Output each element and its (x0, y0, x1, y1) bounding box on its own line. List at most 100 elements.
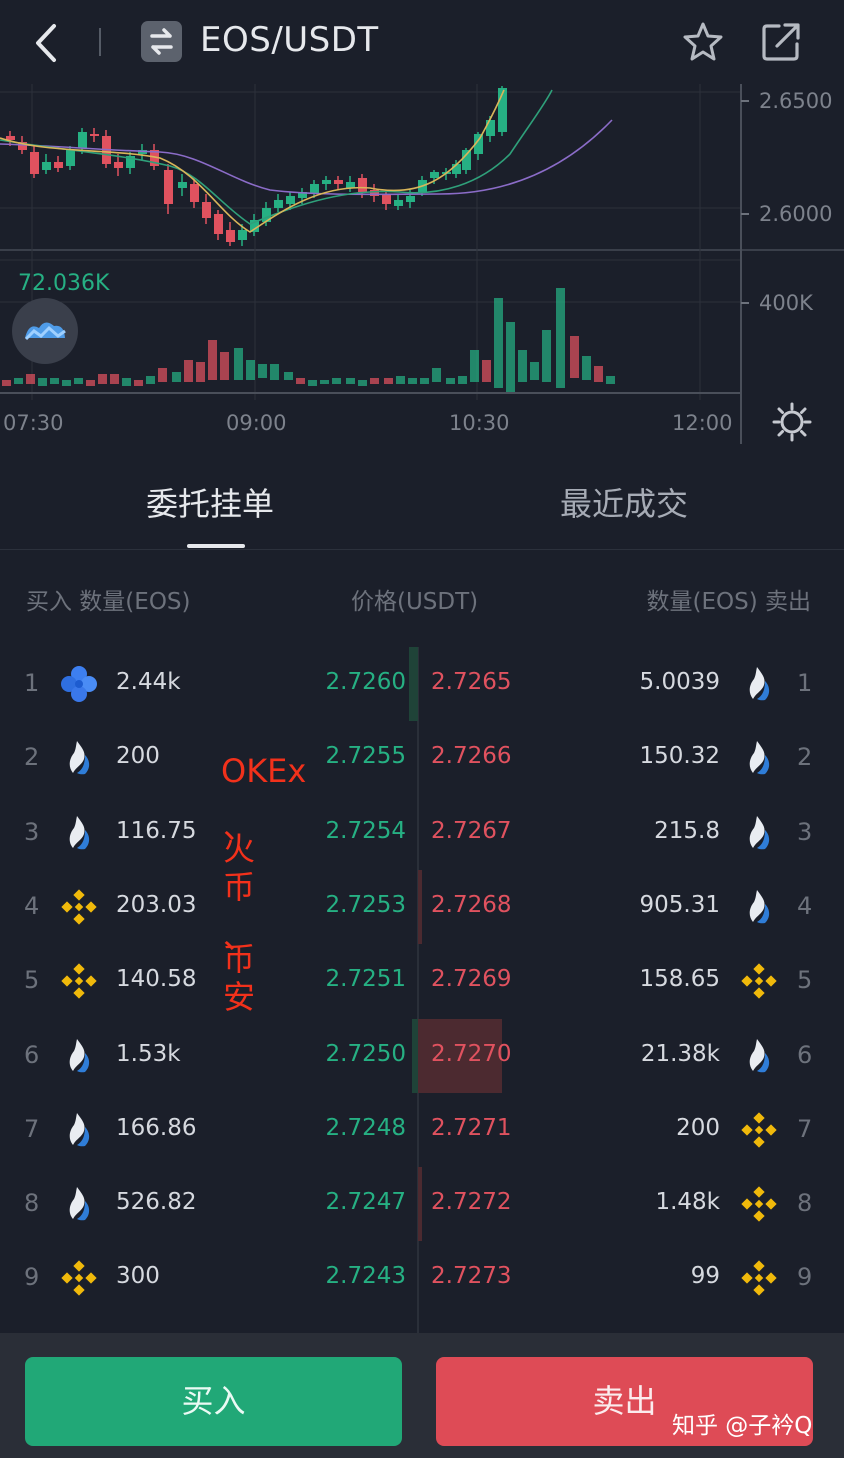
volume-bar (98, 374, 107, 384)
bid-price[interactable]: 2.7250 (325, 1040, 406, 1067)
bid-price[interactable]: 2.7248 (325, 1114, 406, 1141)
candle-body (474, 134, 483, 154)
candle-body (322, 180, 331, 184)
volume-bar (370, 378, 379, 384)
ask-price[interactable]: 2.7273 (431, 1263, 512, 1290)
ask-index: 9 (797, 1263, 813, 1292)
volume-bar (172, 372, 181, 382)
book-row[interactable]: 1 2.44k 2.7260 2.7265 5.0039 1 (0, 647, 844, 721)
swap-pair-icon[interactable] (141, 21, 182, 62)
volume-bar (458, 376, 467, 384)
bid-index: 2 (24, 743, 40, 772)
volume-bar (506, 322, 515, 392)
huobi-icon (740, 739, 778, 777)
bid-quantity: 2.44k (116, 669, 181, 695)
price-tick-label: 2.6500 (759, 89, 832, 113)
volume-bar (270, 364, 279, 380)
volume-bar (446, 378, 455, 384)
ask-price[interactable]: 2.7266 (431, 743, 512, 770)
volume-bar (594, 366, 603, 382)
price-column-header: 价格(USDT) (351, 589, 479, 615)
huobi-icon (60, 1185, 98, 1223)
pair-title[interactable]: EOS/USDT (200, 20, 379, 60)
ask-price[interactable]: 2.7270 (431, 1040, 512, 1067)
volume-bar (482, 360, 491, 382)
candle-body (346, 182, 355, 188)
bid-index: 7 (24, 1114, 40, 1143)
huobi-icon (740, 814, 778, 852)
candle-body (202, 202, 211, 218)
share-icon[interactable] (759, 20, 803, 64)
book-row[interactable]: 3 116.75 2.7254 2.7267 215.8 3 (0, 796, 844, 870)
candle-body (30, 152, 39, 174)
book-row[interactable]: 7 166.86 2.7248 2.7271 200 7 (0, 1093, 844, 1167)
active-tab-indicator (187, 544, 245, 548)
annotation-char: 币 (222, 940, 255, 978)
bid-index: 5 (24, 966, 40, 995)
buy-button[interactable]: 买入 (25, 1357, 402, 1446)
volume-bar (122, 378, 131, 386)
volume-bar (570, 336, 579, 378)
volume-bar (234, 348, 243, 380)
top-bar: EOS/USDT (0, 0, 844, 84)
book-row[interactable]: 9 300 2.7243 2.7273 99 9 (0, 1241, 844, 1315)
ask-price[interactable]: 2.7272 (431, 1189, 512, 1216)
volume-bar (284, 372, 293, 380)
annotation-char: 安 (222, 978, 255, 1016)
bid-price[interactable]: 2.7254 (325, 817, 406, 844)
bid-price[interactable]: 2.7251 (325, 966, 406, 993)
candle-body (394, 200, 403, 206)
chart-settings-icon[interactable] (770, 400, 814, 444)
bid-index: 8 (24, 1189, 40, 1218)
candle-body (54, 162, 63, 168)
sell-button[interactable]: 卖出 (436, 1357, 813, 1446)
back-arrow-icon[interactable] (24, 20, 70, 66)
volume-bar (582, 356, 591, 380)
ask-price[interactable]: 2.7269 (431, 966, 512, 993)
huobi-icon (740, 1037, 778, 1075)
ask-price[interactable]: 2.7271 (431, 1114, 512, 1141)
ask-index: 1 (797, 669, 813, 697)
volume-bar (74, 378, 83, 384)
tab-order-book[interactable]: 委托挂单 (146, 485, 275, 523)
volume-bar (320, 380, 329, 384)
bid-price[interactable]: 2.7243 (325, 1263, 406, 1290)
book-row[interactable]: 2 200 2.7255 2.7266 150.32 2 (0, 721, 844, 795)
kline-chart[interactable]: 2.6500 2.6000 400K 07:30 09:00 10:30 12:00 72.… (0, 84, 844, 446)
time-tick-label: 12:00 (672, 411, 733, 435)
annotation-char: 火 (222, 830, 255, 868)
book-row[interactable]: 4 203.03 2.7253 2.7268 905.31 4 (0, 869, 844, 944)
tab-recent-trades[interactable]: 最近成交 (560, 485, 689, 523)
volume-bar (2, 380, 11, 386)
book-row[interactable]: 6 1.53k 2.7250 2.7270 21.38k 6 (0, 1018, 844, 1093)
price-tick-label: 2.6000 (759, 202, 832, 226)
okex-icon (60, 665, 98, 703)
huobi-icon (60, 739, 98, 777)
bid-price[interactable]: 2.7253 (325, 891, 406, 918)
bid-price[interactable]: 2.7247 (325, 1189, 406, 1216)
time-tick-label: 07:30 (3, 411, 64, 435)
favorite-star-icon[interactable] (681, 20, 725, 64)
ask-index: 2 (797, 743, 813, 772)
bid-price[interactable]: 2.7255 (325, 743, 406, 770)
volume-bar (296, 378, 305, 384)
book-row[interactable]: 5 140.58 2.7251 2.7269 158.65 5 (0, 944, 844, 1018)
volume-bar (26, 374, 35, 384)
ask-index: 7 (797, 1114, 813, 1143)
bid-price[interactable]: 2.7260 (325, 669, 406, 695)
volume-bar (396, 376, 405, 384)
candle-body (286, 196, 295, 204)
book-row[interactable]: 8 526.82 2.7247 2.7272 1.48k 8 (0, 1167, 844, 1242)
candle-body (262, 208, 271, 222)
ask-price[interactable]: 2.7267 (431, 817, 512, 844)
ask-price[interactable]: 2.7268 (431, 891, 512, 918)
volume-bar (556, 288, 565, 388)
candle-body (164, 170, 173, 204)
binance-icon (60, 888, 98, 926)
ask-price[interactable]: 2.7265 (431, 669, 512, 695)
candle-body (406, 196, 415, 202)
ma-line-mid (0, 89, 553, 225)
ask-index: 6 (797, 1040, 813, 1069)
indicator-toggle-icon[interactable] (12, 298, 78, 364)
header-divider (99, 28, 101, 56)
